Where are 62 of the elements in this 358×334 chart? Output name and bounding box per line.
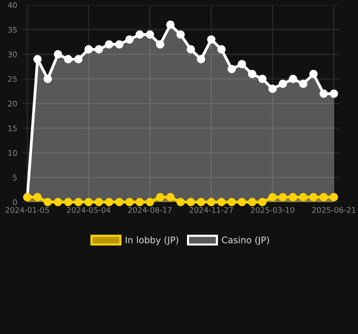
legend-label: In lobby (JP)	[126, 236, 178, 246]
point	[176, 30, 185, 39]
point	[33, 55, 42, 64]
point	[166, 20, 175, 29]
point	[278, 192, 287, 202]
point	[54, 198, 62, 206]
point	[248, 198, 256, 206]
point	[64, 198, 72, 206]
legend-label: Casino (JP)	[222, 236, 269, 246]
point	[146, 30, 154, 39]
point	[74, 55, 83, 64]
point	[258, 198, 267, 206]
point	[258, 74, 267, 84]
point	[299, 80, 308, 88]
point	[238, 198, 246, 206]
point	[217, 198, 226, 206]
point	[115, 198, 124, 206]
point	[196, 198, 206, 206]
point	[330, 90, 338, 98]
point	[84, 45, 93, 54]
point	[299, 192, 308, 202]
point	[248, 70, 256, 78]
point	[288, 74, 298, 84]
point	[156, 192, 164, 202]
point	[64, 55, 72, 64]
point	[268, 192, 277, 202]
point	[125, 198, 134, 206]
point	[186, 198, 195, 206]
point	[309, 70, 318, 78]
point	[44, 74, 52, 84]
point	[320, 192, 328, 202]
point	[228, 64, 236, 74]
point	[33, 192, 42, 202]
point	[207, 198, 216, 206]
point	[156, 40, 164, 49]
point	[320, 90, 328, 98]
point	[268, 84, 277, 93]
point	[176, 198, 185, 206]
point	[207, 35, 216, 44]
point	[238, 60, 246, 68]
point	[54, 50, 62, 58]
point	[44, 198, 52, 206]
point	[228, 198, 236, 206]
point	[288, 192, 298, 202]
point	[94, 198, 104, 206]
point	[217, 45, 226, 54]
point	[330, 192, 338, 202]
point	[136, 30, 144, 39]
point	[84, 198, 93, 206]
point	[186, 45, 195, 54]
point	[136, 198, 144, 206]
point	[166, 192, 175, 202]
point	[104, 40, 114, 49]
point	[146, 198, 154, 206]
point	[125, 35, 134, 44]
point	[115, 40, 124, 49]
point	[74, 198, 83, 206]
point	[196, 55, 206, 64]
point	[309, 192, 318, 202]
point	[278, 80, 287, 88]
point	[94, 45, 104, 54]
point	[104, 198, 114, 206]
